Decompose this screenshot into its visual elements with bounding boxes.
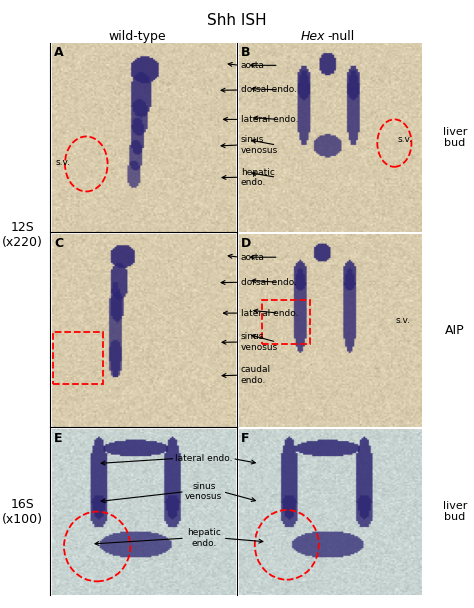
Text: sinus
venosus: sinus venosus bbox=[241, 333, 278, 351]
Text: hepatic
endo.: hepatic endo. bbox=[241, 168, 274, 187]
Bar bbox=[262, 300, 310, 344]
Text: aorta: aorta bbox=[241, 253, 264, 261]
Text: 16S
(x100): 16S (x100) bbox=[2, 497, 43, 526]
Text: A: A bbox=[54, 46, 64, 58]
Text: s.v.: s.v. bbox=[398, 135, 413, 144]
Text: aorta: aorta bbox=[241, 61, 264, 70]
Text: Shh ISH: Shh ISH bbox=[207, 13, 267, 29]
Text: 12S
(x220): 12S (x220) bbox=[2, 221, 43, 249]
Text: sinus
venosus: sinus venosus bbox=[241, 136, 278, 154]
Bar bbox=[53, 333, 103, 384]
Text: F: F bbox=[241, 432, 250, 444]
Text: hepatic
endo.: hepatic endo. bbox=[187, 528, 221, 548]
Text: sinus
venosus: sinus venosus bbox=[185, 482, 222, 502]
Text: s.v.: s.v. bbox=[55, 157, 70, 167]
Text: -null: -null bbox=[327, 30, 354, 43]
Text: D: D bbox=[241, 237, 252, 250]
Text: s.v.: s.v. bbox=[395, 316, 410, 325]
Text: dorsal endo.: dorsal endo. bbox=[241, 278, 297, 287]
Text: AIP: AIP bbox=[445, 324, 465, 337]
Text: dorsal endo.: dorsal endo. bbox=[241, 86, 297, 94]
Text: lateral endo.: lateral endo. bbox=[241, 309, 298, 317]
Text: E: E bbox=[54, 432, 63, 444]
Text: caudal
endo.: caudal endo. bbox=[241, 365, 271, 385]
Text: liver
bud: liver bud bbox=[443, 126, 467, 148]
Text: B: B bbox=[241, 46, 251, 58]
Text: lateral endo.: lateral endo. bbox=[175, 454, 233, 463]
Text: liver
bud: liver bud bbox=[443, 501, 467, 522]
Text: wild-type: wild-type bbox=[109, 30, 166, 43]
Text: C: C bbox=[54, 237, 63, 250]
Text: lateral endo.: lateral endo. bbox=[241, 115, 298, 124]
Text: Hex: Hex bbox=[301, 30, 326, 43]
